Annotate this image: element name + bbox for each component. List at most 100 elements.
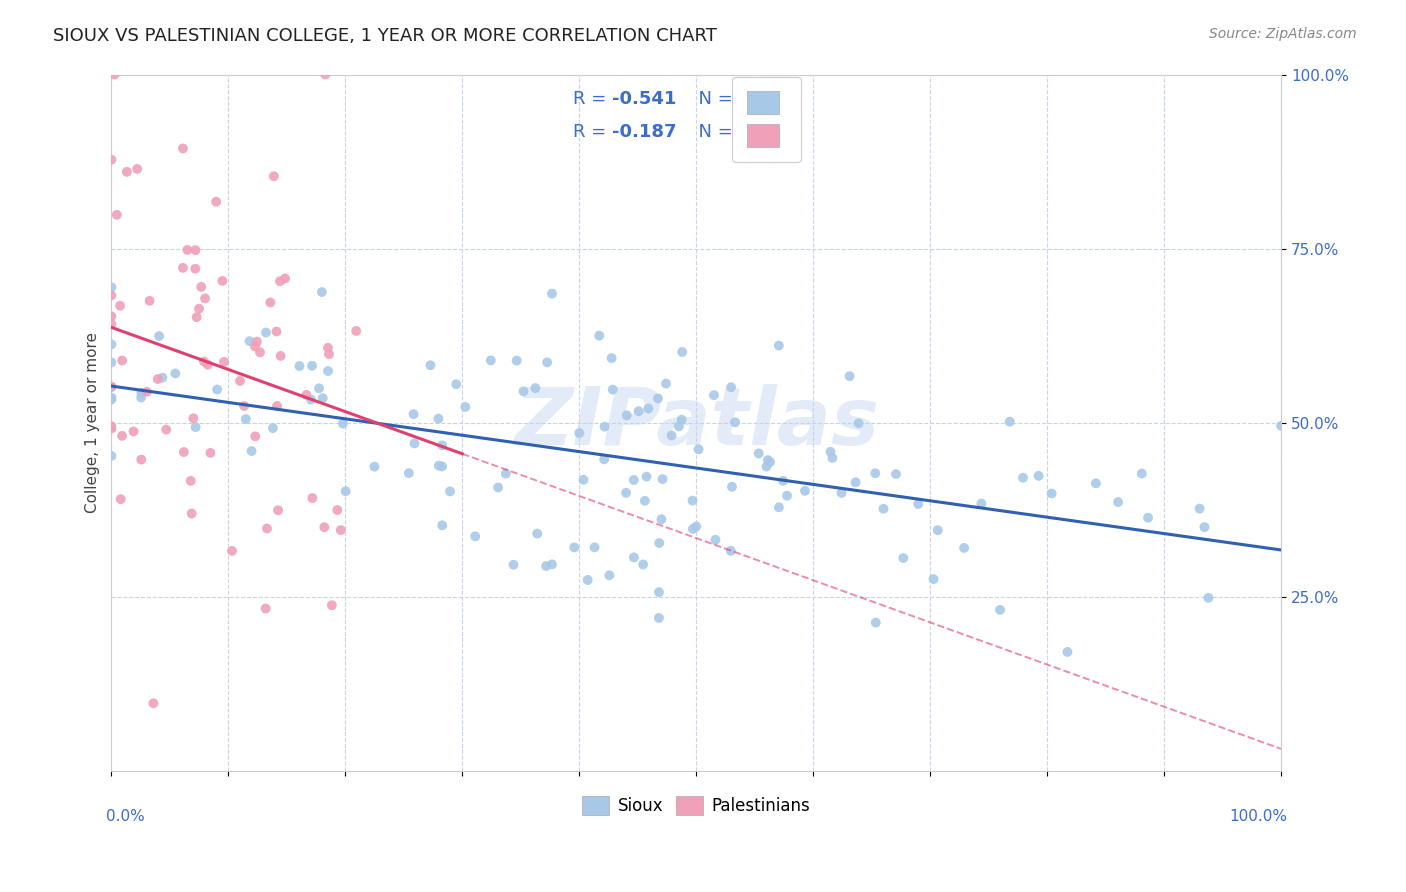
Point bbox=[238, 334, 260, 348]
Point bbox=[311, 285, 333, 299]
Point bbox=[165, 367, 187, 381]
Point bbox=[593, 452, 616, 467]
Point bbox=[668, 419, 690, 434]
Point bbox=[326, 503, 349, 517]
Point bbox=[495, 467, 517, 481]
Point bbox=[1137, 510, 1160, 524]
Point bbox=[146, 372, 169, 386]
Point bbox=[148, 329, 170, 343]
Y-axis label: College, 1 year or more: College, 1 year or more bbox=[86, 332, 100, 513]
Point bbox=[221, 544, 243, 558]
Text: R =: R = bbox=[574, 90, 613, 108]
Point bbox=[183, 411, 205, 425]
Point bbox=[314, 68, 336, 82]
Point bbox=[205, 383, 228, 397]
Point bbox=[103, 68, 125, 82]
Point bbox=[193, 354, 215, 368]
Point bbox=[704, 533, 727, 547]
Point bbox=[616, 409, 638, 423]
Point bbox=[299, 392, 322, 407]
Point bbox=[614, 486, 637, 500]
Text: R =: R = bbox=[574, 122, 613, 141]
Point bbox=[821, 450, 844, 465]
Point bbox=[759, 455, 782, 469]
Point bbox=[502, 558, 524, 572]
Point bbox=[267, 503, 290, 517]
Point bbox=[682, 493, 704, 508]
Point bbox=[100, 280, 122, 294]
Point bbox=[776, 489, 799, 503]
Point bbox=[848, 417, 870, 431]
Point bbox=[748, 446, 770, 460]
Point bbox=[240, 444, 263, 458]
Point bbox=[131, 452, 153, 467]
Point bbox=[180, 474, 202, 488]
Point bbox=[721, 480, 744, 494]
Point bbox=[129, 391, 152, 405]
Point bbox=[172, 141, 194, 155]
Point bbox=[127, 161, 149, 176]
Point bbox=[398, 466, 420, 480]
Point bbox=[432, 518, 454, 533]
Point bbox=[254, 326, 277, 340]
Point bbox=[246, 334, 269, 349]
Point bbox=[627, 404, 650, 418]
Point bbox=[598, 568, 620, 582]
Point bbox=[211, 274, 233, 288]
Point bbox=[1040, 486, 1063, 500]
Point bbox=[430, 459, 453, 474]
Point bbox=[100, 379, 122, 393]
Point bbox=[831, 486, 853, 500]
Point bbox=[588, 328, 610, 343]
Point bbox=[318, 347, 340, 361]
Point bbox=[671, 413, 693, 427]
Point bbox=[602, 383, 624, 397]
Point bbox=[891, 551, 914, 566]
Point bbox=[105, 208, 128, 222]
Point bbox=[100, 392, 122, 407]
Point bbox=[176, 243, 198, 257]
Point bbox=[568, 425, 591, 440]
Point bbox=[205, 194, 228, 209]
Point bbox=[200, 446, 222, 460]
Point bbox=[419, 358, 441, 372]
Point bbox=[301, 491, 323, 505]
Point bbox=[755, 459, 778, 474]
Point bbox=[131, 385, 153, 400]
Point bbox=[190, 280, 212, 294]
Point bbox=[316, 341, 339, 355]
Point bbox=[682, 522, 704, 536]
Text: N =: N = bbox=[688, 90, 738, 108]
Point bbox=[110, 492, 132, 507]
Legend: Sioux, Palestinians: Sioux, Palestinians bbox=[575, 789, 817, 822]
Point bbox=[138, 293, 160, 308]
Point bbox=[270, 349, 292, 363]
Point bbox=[922, 572, 945, 586]
Point bbox=[259, 295, 281, 310]
Point bbox=[197, 358, 219, 372]
Point bbox=[173, 445, 195, 459]
Point bbox=[212, 355, 235, 369]
Point bbox=[256, 522, 278, 536]
Point bbox=[756, 453, 779, 467]
Point bbox=[1194, 520, 1216, 534]
Point bbox=[512, 384, 534, 399]
Point bbox=[583, 541, 606, 555]
Point bbox=[1130, 467, 1153, 481]
Point bbox=[184, 420, 207, 434]
Point bbox=[541, 286, 564, 301]
Point bbox=[486, 481, 509, 495]
Point bbox=[648, 585, 671, 599]
Point bbox=[100, 310, 122, 324]
Point bbox=[655, 376, 678, 391]
Point bbox=[274, 271, 297, 285]
Point bbox=[524, 381, 547, 395]
Point bbox=[321, 599, 343, 613]
Point bbox=[266, 399, 288, 413]
Point bbox=[184, 261, 207, 276]
Point bbox=[444, 377, 467, 392]
Point bbox=[172, 260, 194, 275]
Point bbox=[720, 543, 742, 558]
Text: N =: N = bbox=[688, 122, 738, 141]
Point bbox=[1270, 418, 1292, 433]
